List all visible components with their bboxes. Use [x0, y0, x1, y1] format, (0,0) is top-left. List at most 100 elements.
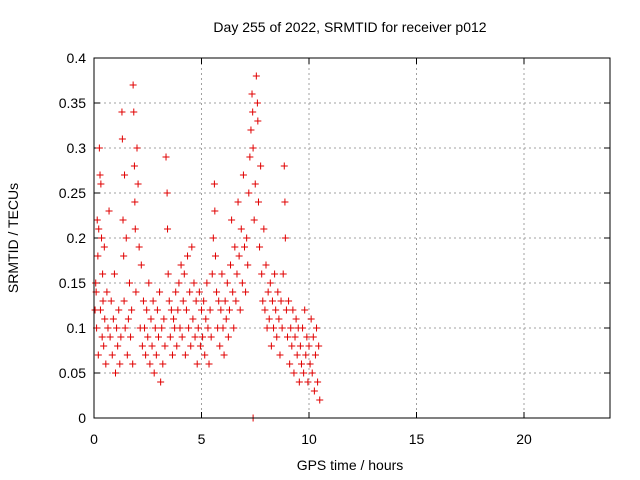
data-point [96, 306, 104, 314]
data-point [276, 351, 284, 359]
data-point [250, 216, 258, 224]
data-point [219, 324, 227, 332]
data-point [218, 270, 226, 278]
data-point [157, 378, 165, 386]
data-point [195, 288, 203, 296]
data-point [277, 297, 285, 305]
data-point [153, 306, 161, 314]
data-point [257, 162, 265, 170]
data-point [109, 315, 117, 323]
data-point [242, 288, 250, 296]
data-point [112, 369, 119, 377]
data-point [280, 162, 288, 170]
data-point [99, 270, 107, 278]
data-point [278, 324, 286, 332]
data-point [137, 261, 145, 269]
data-point [206, 306, 214, 314]
data-point [184, 252, 192, 260]
data-point [290, 369, 298, 377]
data-point [155, 333, 162, 341]
data-point [120, 297, 128, 305]
data-point [313, 324, 321, 332]
data-point [295, 378, 303, 386]
data-point [148, 342, 156, 350]
y-tick-label: 0.25 [59, 185, 86, 201]
y-tick-label: 0.3 [67, 140, 87, 156]
x-tick-label: 0 [90, 431, 98, 447]
data-point [315, 342, 323, 350]
data-point [228, 216, 236, 224]
data-point [236, 306, 244, 314]
data-point [300, 369, 308, 377]
data-point [221, 297, 229, 305]
data-point [306, 360, 314, 368]
data-point [100, 243, 108, 251]
x-axis-label: GPS time / hours [297, 457, 404, 473]
data-point [211, 252, 219, 260]
data-point [264, 288, 272, 296]
data-point [239, 171, 247, 179]
data-point [232, 297, 240, 305]
data-point [133, 144, 141, 152]
y-tick-label: 0 [78, 410, 86, 426]
data-point [285, 297, 293, 305]
data-point [103, 288, 111, 296]
data-point [256, 243, 264, 251]
data-point [274, 288, 282, 296]
data-point [94, 252, 102, 260]
data-point [258, 270, 266, 278]
data-point [143, 306, 151, 314]
data-point [147, 315, 155, 323]
data-point [314, 378, 322, 386]
data-point [246, 153, 254, 161]
y-axis-label: SRMTID / TECUs [5, 183, 21, 293]
data-point [106, 333, 114, 341]
data-point [304, 378, 312, 386]
x-tick-label: 20 [516, 431, 532, 447]
data-point [224, 333, 232, 341]
x-tick-label: 15 [409, 431, 425, 447]
data-point [310, 387, 318, 395]
x-axis-ticks: 0 5 10 15 20 [90, 58, 532, 447]
data-point [247, 126, 255, 134]
data-point [254, 117, 262, 125]
data-point [260, 225, 268, 233]
data-point [243, 234, 251, 242]
data-point [261, 306, 269, 314]
data-point [249, 108, 257, 116]
data-point [217, 306, 225, 314]
data-point [121, 171, 129, 179]
data-point [299, 324, 307, 332]
y-tick-label: 0.05 [59, 365, 86, 381]
data-point [105, 207, 113, 215]
data-point [281, 234, 289, 242]
data-point [316, 396, 324, 404]
data-point [139, 297, 147, 305]
data-point [308, 369, 316, 377]
data-point [121, 324, 129, 332]
data-point [271, 270, 279, 278]
data-point [231, 243, 239, 251]
y-tick-label: 0.15 [59, 275, 86, 291]
data-point [284, 333, 291, 341]
data-point [252, 72, 260, 80]
data-point [279, 270, 287, 278]
data-point [144, 333, 152, 341]
data-point [230, 324, 238, 332]
data-point [200, 297, 208, 305]
data-point [309, 333, 317, 341]
data-point [179, 297, 187, 305]
data-point [164, 225, 172, 233]
data-point [220, 351, 228, 359]
data-point [151, 324, 159, 332]
data-point [296, 342, 304, 350]
x-tick-label: 10 [301, 431, 317, 447]
data-point [201, 351, 209, 359]
data-point [262, 261, 270, 269]
data-point [166, 333, 174, 341]
data-point [267, 342, 275, 350]
data-point [186, 288, 194, 296]
data-point [95, 225, 103, 233]
data-point [190, 279, 198, 287]
